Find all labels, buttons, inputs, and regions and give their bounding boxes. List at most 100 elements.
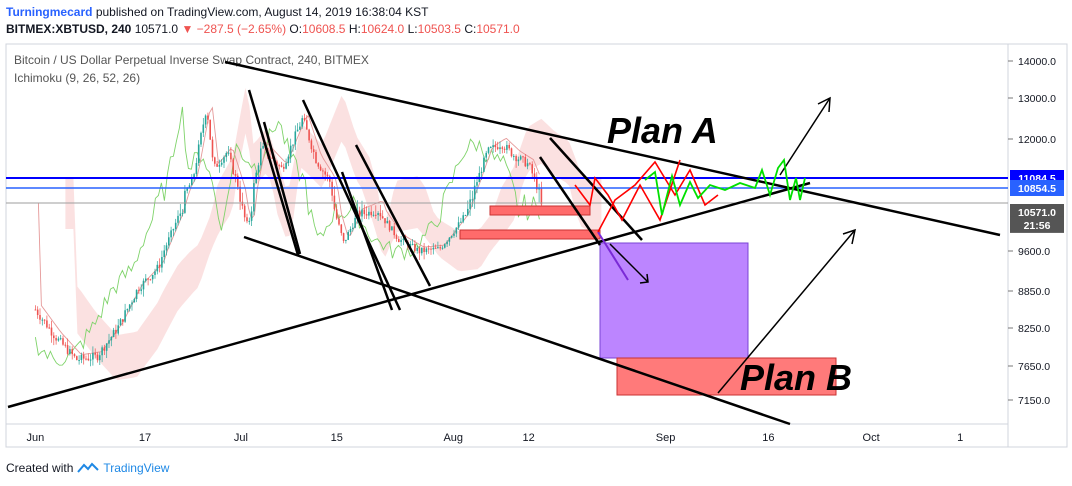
candle (133, 297, 136, 303)
candle (460, 217, 462, 224)
red-zone-1[interactable] (489, 205, 591, 216)
tradingview-brand-link[interactable]: TradingView (103, 461, 170, 475)
candle (105, 343, 108, 359)
candle (437, 241, 439, 249)
candle (39, 308, 41, 325)
triangle-lower-line[interactable] (7, 181, 811, 409)
time-axis: Jun 17 Jul 15 Aug 12 Sep 16 Oct 1 (27, 432, 964, 444)
candle (421, 247, 423, 256)
red-target-box[interactable] (616, 357, 837, 396)
candle (416, 245, 418, 254)
candle (214, 156, 216, 167)
candle (218, 159, 221, 173)
candle (508, 142, 510, 151)
y-tick-label: 14000.0 (1018, 56, 1056, 68)
close-label: C: (464, 22, 477, 36)
candle (381, 210, 384, 219)
candle (478, 166, 481, 183)
candle (386, 217, 389, 224)
candle (499, 141, 501, 154)
candle (248, 217, 251, 225)
open-label: O: (289, 22, 303, 36)
candle (301, 115, 303, 129)
plan-b-arrowhead (842, 228, 857, 245)
candle (128, 304, 131, 312)
candle (253, 179, 255, 216)
red-zone-2[interactable] (459, 229, 601, 240)
candle (529, 162, 531, 166)
candle (71, 346, 73, 360)
candle (76, 355, 78, 361)
price-axis: 14000.0 13000.0 12000.0 9600.0 8850.0 8250.0 7… (1008, 56, 1056, 407)
candle (352, 223, 354, 232)
purple-down-arrow (597, 231, 629, 281)
candle (154, 268, 156, 279)
slash-line-5[interactable] (354, 144, 432, 287)
candle (345, 239, 347, 244)
candle (306, 115, 308, 130)
candle (237, 173, 239, 190)
candle (439, 244, 441, 251)
candle (225, 151, 228, 162)
price-marker-label: 10571.0 (1018, 207, 1056, 219)
candle (285, 158, 287, 170)
candle (370, 206, 372, 218)
candle (398, 236, 400, 243)
slash-line-2[interactable] (262, 121, 302, 255)
candle (315, 149, 317, 164)
candle (126, 308, 129, 313)
candle (496, 141, 499, 151)
candle (211, 136, 214, 162)
slash-line-6[interactable] (538, 156, 602, 246)
candle (308, 128, 310, 143)
candle (519, 154, 522, 161)
candle (303, 113, 306, 122)
candle (220, 158, 223, 167)
candle (384, 218, 386, 228)
candle (490, 146, 492, 149)
x-tick-label: Aug (443, 432, 463, 444)
candle (234, 170, 237, 183)
candle (522, 155, 524, 163)
candle (331, 177, 333, 202)
candle (513, 153, 515, 161)
slash-line-3[interactable] (301, 99, 402, 311)
candle (278, 163, 280, 170)
plan-b-label: Plan B (740, 357, 852, 398)
candle (312, 145, 315, 159)
candle (342, 232, 345, 244)
candle (441, 245, 444, 250)
candle (487, 146, 490, 155)
triangle-upper-line[interactable] (224, 60, 1001, 237)
candle (96, 352, 99, 363)
channel-lower-line[interactable] (243, 235, 791, 426)
slash-line-7[interactable] (549, 137, 643, 241)
publish-line: Turningmecard published on TradingView.c… (6, 4, 520, 21)
slash-line-4[interactable] (340, 171, 394, 311)
candle (108, 333, 110, 348)
candle (165, 242, 168, 256)
y-tick-label: 7150.0 (1018, 395, 1050, 407)
high-value: 10624.0 (360, 22, 405, 36)
arrows (597, 96, 857, 394)
candle (444, 243, 446, 249)
ohlc-line: BITMEX:XBTUSD, 240 10571.0 ▼ −287.5 (−2.… (6, 21, 520, 38)
candle (517, 156, 520, 166)
candle (110, 336, 113, 347)
candle (181, 209, 184, 217)
candle (296, 123, 299, 132)
candle (377, 211, 379, 221)
candle (89, 354, 92, 367)
base-line (35, 106, 540, 355)
author-link[interactable]: Turningmecard (6, 5, 93, 19)
low-value: 10503.5 (417, 22, 461, 36)
candle (536, 172, 538, 194)
x-tick-label: Sep (656, 432, 676, 444)
candle (239, 180, 241, 210)
candle (204, 114, 207, 129)
plan-a-label: Plan A (607, 110, 718, 151)
slash-line-1[interactable] (247, 89, 300, 256)
candle (48, 323, 50, 329)
purple-target-box[interactable] (599, 242, 749, 359)
